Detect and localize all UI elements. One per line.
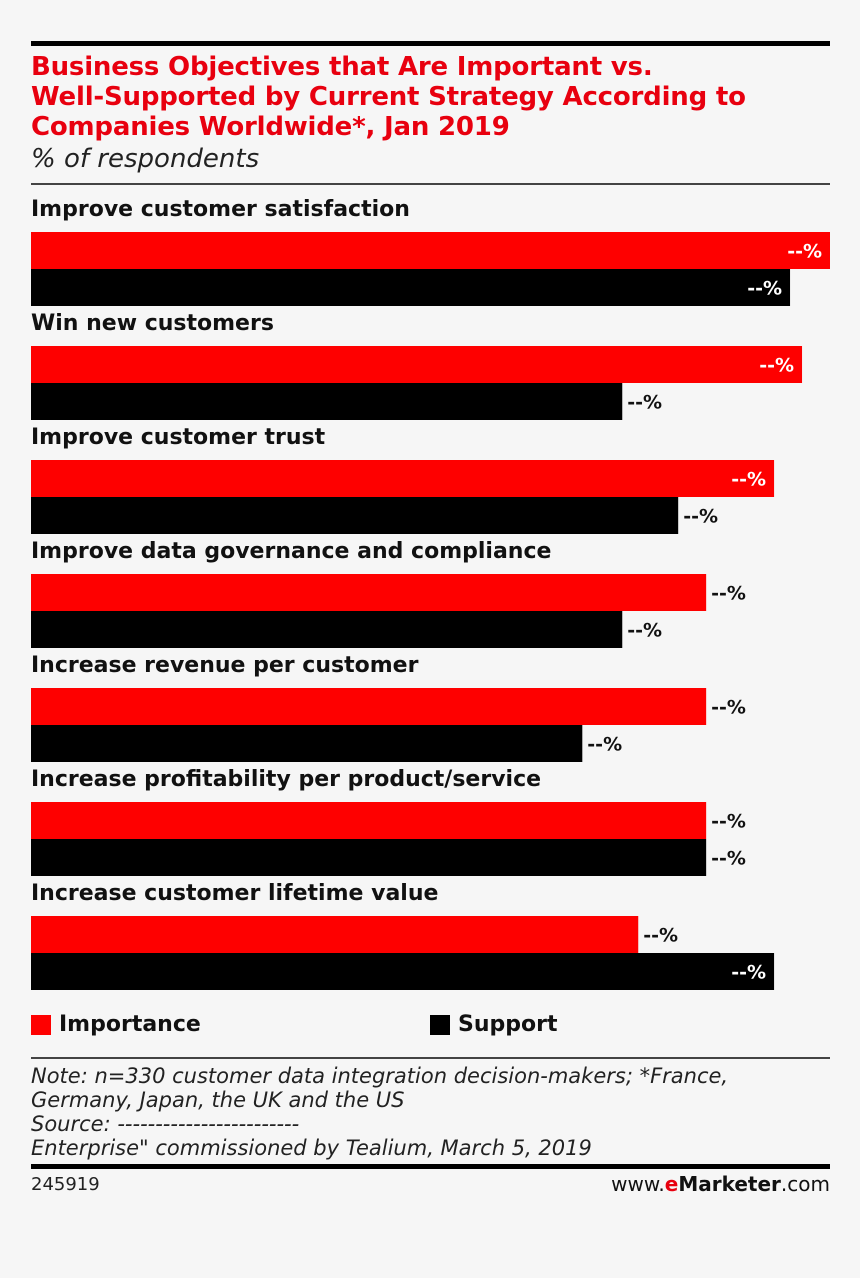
support-value-label: --% <box>747 278 782 300</box>
chart-subtitle: % of respondents <box>31 144 260 174</box>
category-label: Increase revenue per customer <box>31 653 419 678</box>
category-label: Win new customers <box>31 311 274 336</box>
importance-bar <box>31 802 707 839</box>
bottom-rule <box>31 1164 830 1169</box>
importance-value-label: --% <box>787 241 822 263</box>
importance-bar <box>31 460 775 497</box>
category-label: Improve data governance and compliance <box>31 539 551 564</box>
chart-id: 245919 <box>31 1174 100 1195</box>
category-label: Improve customer satisfaction <box>31 197 410 222</box>
legend-support: Support <box>430 1012 557 1037</box>
support-bar <box>31 839 707 876</box>
subtitle-rule <box>31 183 830 185</box>
legend-importance: Importance <box>31 1012 201 1037</box>
source-note: Note: n=330 customer data integration de… <box>31 1064 821 1160</box>
brand-suffix: .com <box>780 1172 830 1196</box>
support-value-label: --% <box>587 734 622 756</box>
importance-value-label: --% <box>711 583 746 605</box>
legend-support-label: Support <box>458 1012 558 1037</box>
bar-chart: Improve customer satisfaction--%--%Win n… <box>31 197 830 990</box>
support-value-label: --% <box>627 392 662 414</box>
support-bar <box>31 725 583 762</box>
brand-main: Marketer <box>678 1172 781 1196</box>
support-bar <box>31 953 775 990</box>
note-line: Note: n=330 customer data integration de… <box>31 1064 729 1088</box>
importance-bar <box>31 916 639 953</box>
importance-value-label: --% <box>731 469 766 491</box>
importance-bar <box>31 346 803 383</box>
footer-rule <box>31 1057 830 1059</box>
brand-e: e <box>664 1172 679 1196</box>
brand-link[interactable]: www.eMarketer.com <box>611 1172 830 1196</box>
importance-value-label: --% <box>759 355 794 377</box>
importance-bar <box>31 232 830 269</box>
support-bar <box>31 611 623 648</box>
support-value-label: --% <box>627 620 662 642</box>
support-bar <box>31 383 623 420</box>
importance-value-label: --% <box>643 925 678 947</box>
support-bar <box>31 497 679 534</box>
top-rule <box>31 41 830 46</box>
legend-importance-label: Importance <box>59 1012 201 1037</box>
support-value-label: --% <box>731 962 766 984</box>
category-label: Improve customer trust <box>31 425 326 450</box>
note-line: Germany, Japan, the UK and the US <box>31 1088 405 1112</box>
legend-importance-swatch <box>31 1014 51 1035</box>
category-label: Increase profitability per product/servi… <box>31 767 541 792</box>
importance-bar <box>31 688 707 725</box>
category-label: Increase customer lifetime value <box>31 881 438 906</box>
note-line: Source: ------------------------ <box>31 1112 300 1136</box>
chart-title: Business Objectives that Are Important v… <box>31 52 746 142</box>
legend-support-swatch <box>430 1014 450 1035</box>
note-line: Enterprise" commissioned by Tealium, Mar… <box>31 1136 592 1160</box>
importance-value-label: --% <box>711 811 746 833</box>
support-value-label: --% <box>711 848 746 870</box>
support-bar <box>31 269 791 306</box>
importance-bar <box>31 574 707 611</box>
importance-value-label: --% <box>711 697 746 719</box>
support-value-label: --% <box>683 506 718 528</box>
brand-prefix: www. <box>611 1172 665 1196</box>
